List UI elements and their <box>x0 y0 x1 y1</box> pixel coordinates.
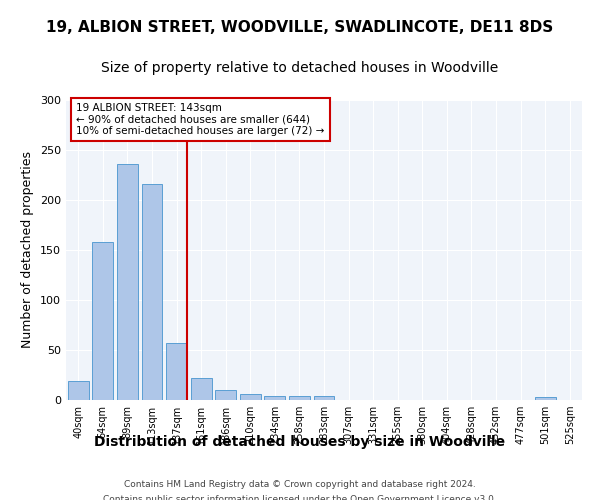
Text: Contains public sector information licensed under the Open Government Licence v3: Contains public sector information licen… <box>103 495 497 500</box>
Text: Contains HM Land Registry data © Crown copyright and database right 2024.: Contains HM Land Registry data © Crown c… <box>124 480 476 489</box>
Text: 19 ALBION STREET: 143sqm
← 90% of detached houses are smaller (644)
10% of semi-: 19 ALBION STREET: 143sqm ← 90% of detach… <box>76 103 325 136</box>
Bar <box>142 184 163 400</box>
Bar <box>265 396 286 400</box>
Y-axis label: Number of detached properties: Number of detached properties <box>22 152 34 348</box>
Bar <box>117 164 138 400</box>
Text: 19, ALBION STREET, WOODVILLE, SWADLINCOTE, DE11 8DS: 19, ALBION STREET, WOODVILLE, SWADLINCOT… <box>46 20 554 35</box>
Bar <box>92 242 113 400</box>
Bar <box>191 378 212 400</box>
Bar <box>215 390 236 400</box>
Bar <box>166 343 187 400</box>
Bar <box>535 397 556 400</box>
Bar <box>240 394 261 400</box>
Bar <box>68 381 89 400</box>
Text: Distribution of detached houses by size in Woodville: Distribution of detached houses by size … <box>94 435 506 449</box>
Bar <box>289 396 310 400</box>
Text: Size of property relative to detached houses in Woodville: Size of property relative to detached ho… <box>101 61 499 75</box>
Bar <box>314 396 334 400</box>
